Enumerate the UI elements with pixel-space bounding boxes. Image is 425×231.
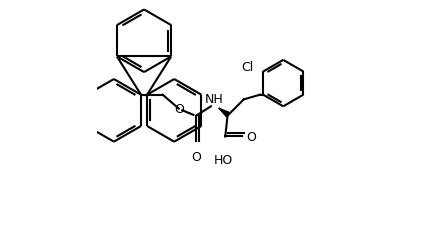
Text: HO: HO [213,153,232,166]
Text: O: O [174,103,184,116]
Polygon shape [219,109,229,117]
Text: Cl: Cl [242,61,254,74]
Text: O: O [246,130,256,143]
Text: O: O [191,151,201,164]
Text: NH: NH [204,93,223,106]
